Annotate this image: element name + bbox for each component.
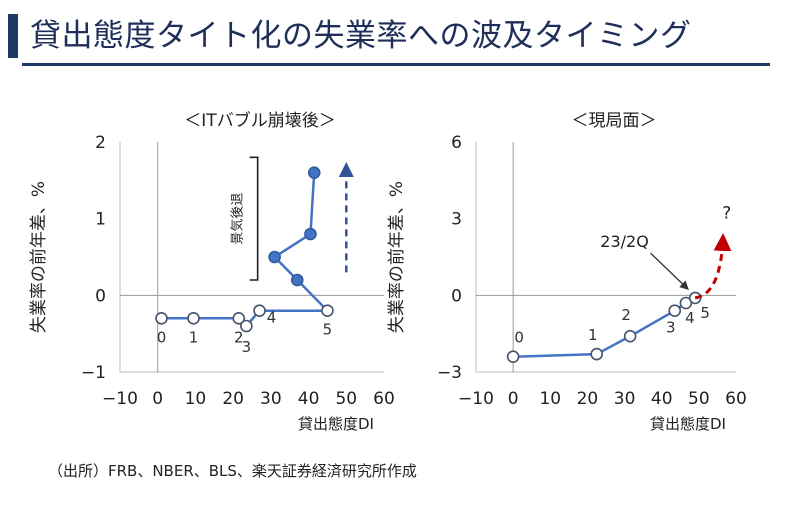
y-tick-label: 6 [451, 133, 462, 153]
title-accent-bar [8, 14, 18, 58]
data-point-open [506, 350, 520, 363]
data-point-filled [268, 250, 281, 264]
x-tick-label: −10 [102, 389, 138, 409]
data-point-open [232, 312, 246, 325]
data-point-open [623, 329, 637, 343]
x-tick-label: 30 [614, 389, 636, 409]
data-point-open [668, 304, 682, 317]
question-mark: ? [722, 204, 731, 224]
x-tick-label: 40 [651, 389, 673, 409]
x-tick-label: 20 [577, 389, 599, 409]
series-line [161, 172, 331, 328]
data-point-open [679, 296, 693, 310]
point-label: 5 [323, 321, 333, 339]
x-axis-label: 貸出態度DI [650, 415, 726, 433]
x-tick-label: 10 [539, 389, 561, 409]
y-tick-label: −3 [437, 363, 462, 383]
source-note: （出所）FRB、NBER、BLS、楽天証券経済研究所作成 [48, 462, 417, 480]
data-point-filled [304, 227, 317, 241]
x-tick-label: 50 [335, 389, 357, 409]
chart-current-phase: ＜現局面＞−10 0 10 20 30 40 50 60−3036貸出態度DI失業率の前年差、… [387, 111, 747, 433]
x-tick-label: 30 [260, 389, 282, 409]
point-label: 0 [157, 328, 167, 346]
point-label: 4 [685, 309, 695, 327]
annotation-arrow [650, 252, 689, 291]
y-tick-label: 2 [95, 133, 106, 153]
chart-title: ＜現局面＞ [572, 111, 657, 131]
data-point-open [187, 312, 200, 325]
point-label: 1 [189, 328, 199, 346]
x-tick-label: 40 [298, 389, 320, 409]
y-axis-label: 失業率の前年差、% [387, 181, 407, 333]
data-point-open [240, 319, 253, 333]
data-point-filled [307, 166, 321, 179]
x-tick-label: 60 [373, 389, 395, 409]
point-label: 2 [621, 306, 631, 324]
y-tick-label: 0 [451, 286, 462, 306]
y-axis-label: 失業率の前年差、% [29, 181, 49, 333]
point-label: 4 [267, 309, 277, 327]
point-label: 3 [666, 319, 676, 337]
title-underline [22, 63, 770, 66]
x-tick-label: 60 [725, 389, 747, 409]
y-tick-label: 0 [95, 286, 106, 306]
y-tick-label: −1 [81, 363, 106, 383]
point-label: 1 [588, 326, 598, 344]
y-tick-label: 3 [451, 210, 462, 230]
data-point-open [321, 304, 334, 317]
chart-it-bubble: ＜ITバブル崩壊後＞−10 0 10 20 30 40 50 60−1012貸出態度DI失業率… [29, 110, 395, 433]
page-title: 貸出態度タイト化の失業率への波及タイミング [30, 18, 692, 54]
x-tick-label: 10 [185, 389, 207, 409]
x-tick-label: 20 [222, 389, 244, 409]
x-tick-label: 0 [508, 389, 519, 409]
recession-bracket [249, 156, 259, 281]
x-tick-label: −10 [458, 389, 494, 409]
point-label: 2 [234, 328, 244, 346]
data-point-open [253, 304, 266, 317]
point-label: 3 [242, 338, 252, 356]
y-tick-label: 1 [95, 210, 106, 230]
annotation-23-2q: 23/2Q [600, 232, 649, 251]
data-point-open [590, 347, 604, 361]
x-tick-label: 0 [152, 389, 163, 409]
data-point-open [155, 312, 168, 325]
trend-arrow-red [694, 232, 732, 300]
chart-title: ＜ITバブル崩壊後＞ [184, 110, 335, 131]
recession-label: 景気後退 [230, 193, 246, 245]
point-label: 0 [514, 329, 524, 347]
point-label: 5 [700, 304, 710, 322]
x-tick-label: 50 [688, 389, 710, 409]
x-axis-label: 貸出態度DI [298, 415, 374, 433]
data-point-filled [290, 273, 304, 287]
